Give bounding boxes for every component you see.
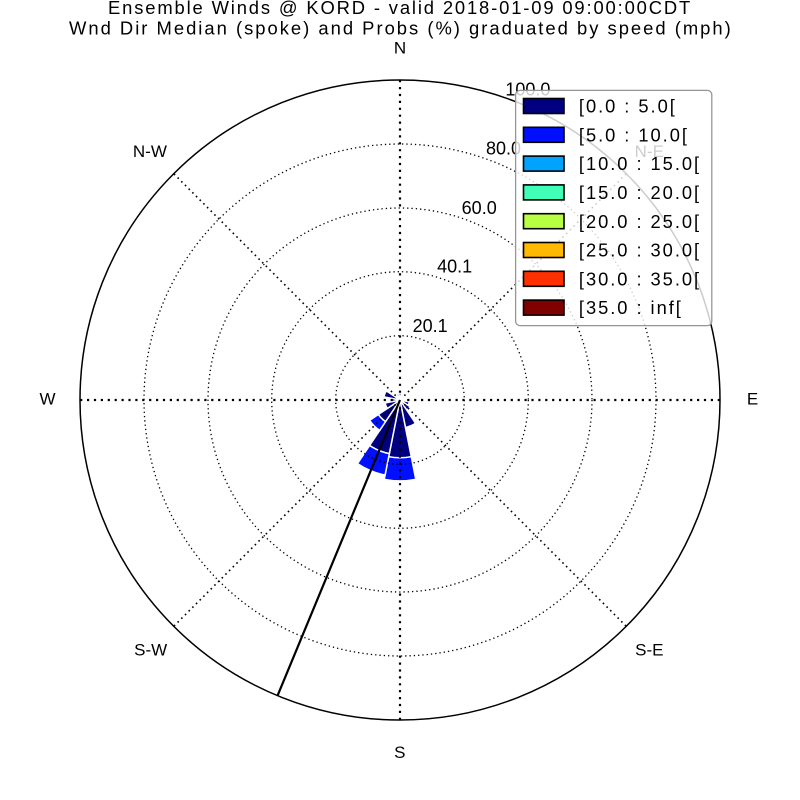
- svg-text:[0.0 : 5.0[: [0.0 : 5.0[: [579, 96, 677, 117]
- svg-text:20.1: 20.1: [413, 316, 448, 336]
- svg-text:[20.0 : 25.0[: [20.0 : 25.0[: [579, 211, 701, 232]
- svg-text:[15.0 : 20.0[: [15.0 : 20.0[: [579, 182, 701, 203]
- svg-text:40.1: 40.1: [437, 257, 472, 277]
- svg-text:[35.0 : inf[: [35.0 : inf[: [579, 297, 683, 318]
- svg-text:N: N: [394, 39, 406, 58]
- svg-text:[25.0 : 30.0[: [25.0 : 30.0[: [579, 240, 701, 261]
- svg-text:60.0: 60.0: [462, 198, 497, 218]
- svg-text:W: W: [39, 390, 55, 409]
- svg-text:N-W: N-W: [133, 142, 167, 161]
- svg-text:E: E: [747, 389, 758, 408]
- svg-text:S-E: S-E: [635, 640, 663, 659]
- svg-text:80.0: 80.0: [486, 139, 521, 159]
- svg-text:Wnd Dir Median (spoke) and Pro: Wnd Dir Median (spoke) and Probs (%) gra…: [69, 17, 733, 38]
- svg-text:[30.0 : 35.0[: [30.0 : 35.0[: [579, 268, 701, 289]
- svg-text:S: S: [394, 743, 405, 762]
- svg-text:[5.0 : 10.0[: [5.0 : 10.0[: [579, 124, 689, 145]
- svg-text:S-W: S-W: [134, 640, 167, 659]
- svg-text:Ensemble Winds @ KORD - valid: Ensemble Winds @ KORD - valid 2018-01-09…: [108, 0, 692, 18]
- svg-text:[10.0 : 15.0[: [10.0 : 15.0[: [579, 153, 701, 174]
